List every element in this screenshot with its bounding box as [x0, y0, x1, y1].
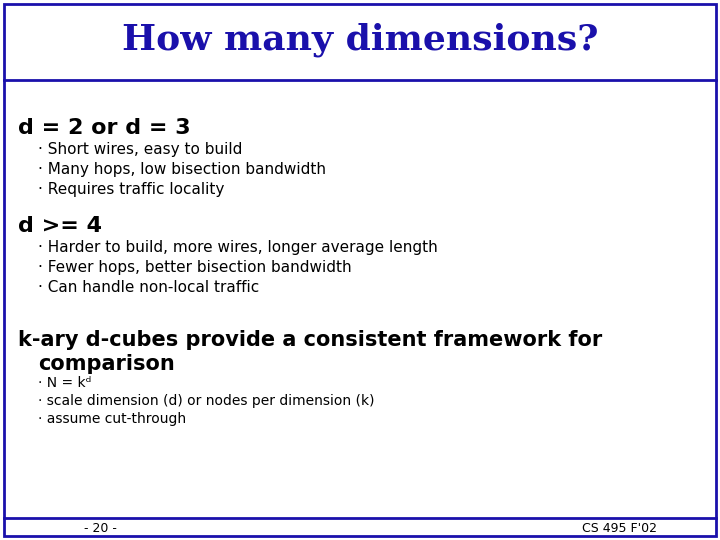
Text: · Fewer hops, better bisection bandwidth: · Fewer hops, better bisection bandwidth [38, 260, 351, 275]
Text: · N = kᵈ: · N = kᵈ [38, 376, 91, 390]
Text: · Can handle non-local traffic: · Can handle non-local traffic [38, 280, 259, 295]
Text: How many dimensions?: How many dimensions? [122, 23, 598, 57]
Text: · Requires traffic locality: · Requires traffic locality [38, 182, 225, 197]
Text: - 20 -: - 20 - [84, 523, 117, 536]
Text: · Short wires, easy to build: · Short wires, easy to build [38, 142, 243, 157]
Text: · scale dimension (d) or nodes per dimension (k): · scale dimension (d) or nodes per dimen… [38, 394, 374, 408]
Text: · assume cut-through: · assume cut-through [38, 412, 186, 426]
Text: CS 495 F'02: CS 495 F'02 [582, 523, 657, 536]
Text: comparison: comparison [38, 354, 175, 374]
Text: d = 2 or d = 3: d = 2 or d = 3 [18, 118, 191, 138]
Text: k-ary d-cubes provide a consistent framework for: k-ary d-cubes provide a consistent frame… [18, 330, 602, 350]
Text: d >= 4: d >= 4 [18, 216, 102, 236]
Text: · Many hops, low bisection bandwidth: · Many hops, low bisection bandwidth [38, 162, 326, 177]
Text: · Harder to build, more wires, longer average length: · Harder to build, more wires, longer av… [38, 240, 438, 255]
